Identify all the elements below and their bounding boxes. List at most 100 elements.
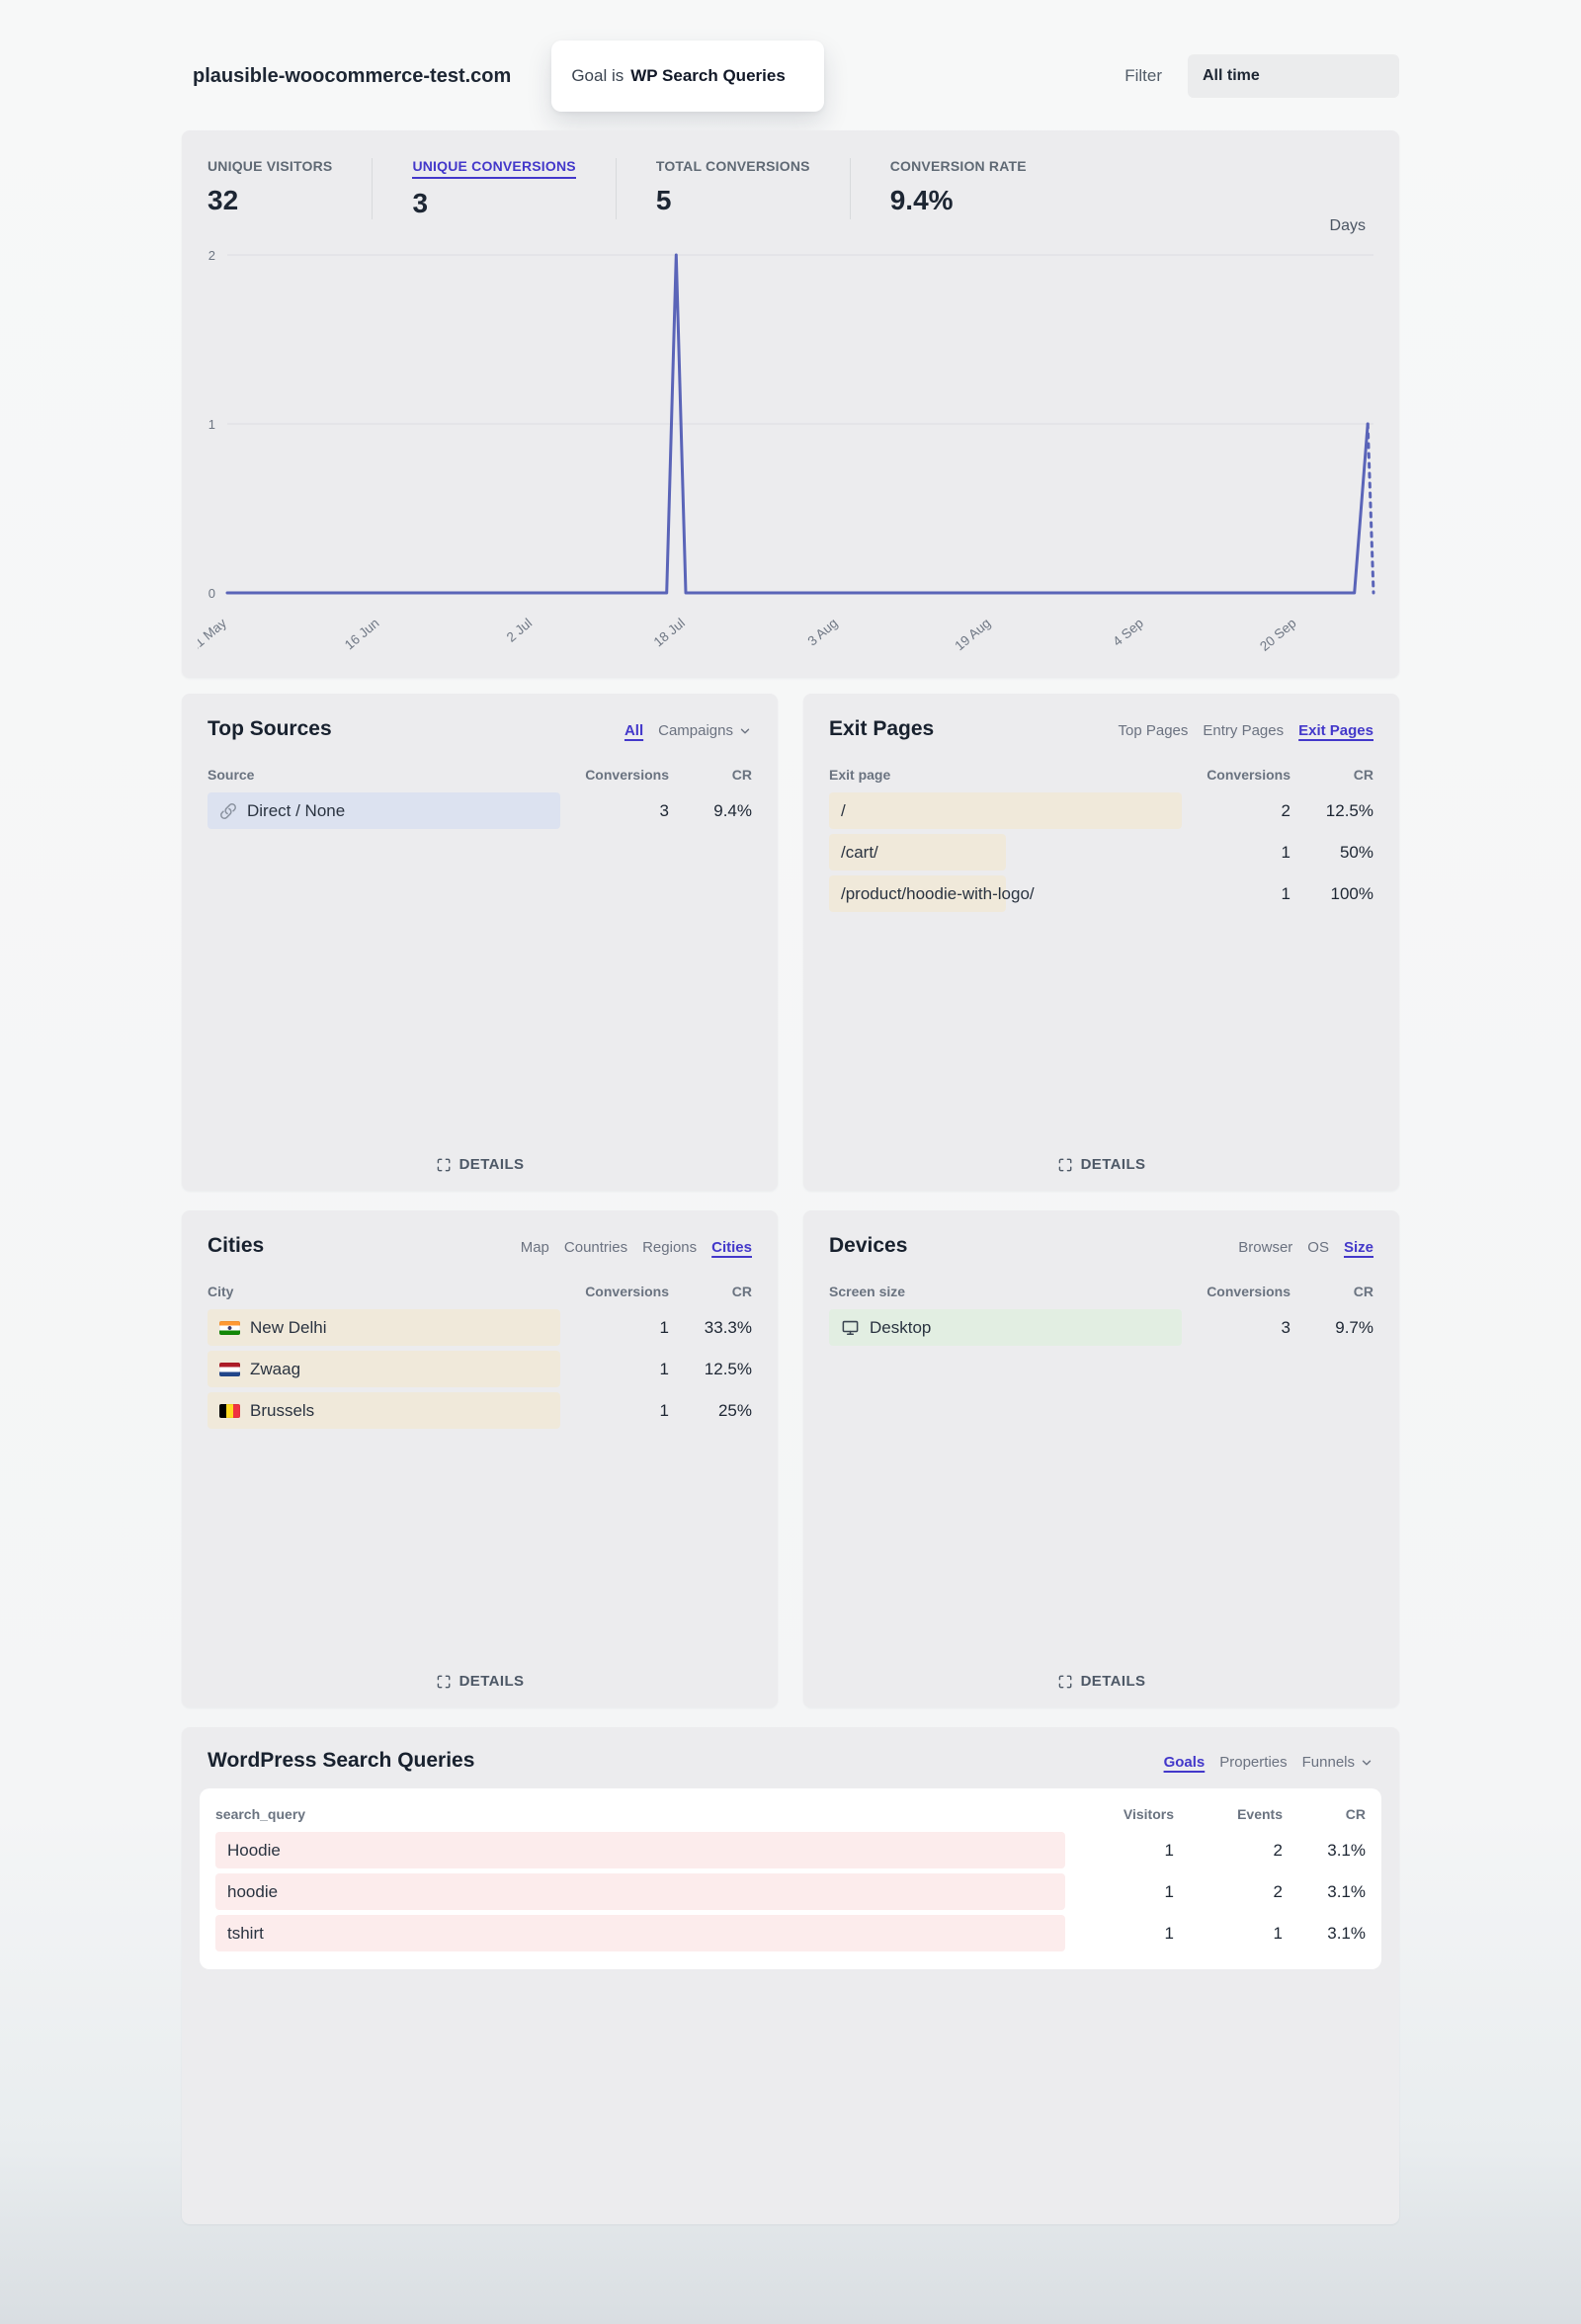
tab-cities[interactable]: Cities [711,1239,752,1256]
goal-filter-chip[interactable]: Goal is WP Search Queries [551,41,824,112]
svg-text:20 Sep: 20 Sep [1257,616,1298,654]
column-header-cr: CR [1353,767,1373,783]
table-row: Direct / None 3 9.4% [208,792,752,829]
details-button[interactable]: DETAILS [1057,1156,1146,1173]
table-row: /cart/1 50% [829,834,1373,871]
row-bar [208,1351,560,1387]
tab-entry-pages[interactable]: Entry Pages [1203,722,1284,739]
svg-text:4 Sep: 4 Sep [1110,616,1146,649]
tab-label: Map [520,1239,549,1256]
cities-panel: Cities Map Countries Regions Cities City Conve… [182,1210,778,1707]
panels-row-2: Cities Map Countries Regions Cities City Conve… [182,1210,1399,1707]
tab-regions[interactable]: Regions [642,1239,697,1256]
stat-unique-visitors[interactable]: UNIQUE VISITORS 32 [208,158,374,219]
row-value: 3.1% [1327,1881,1366,1901]
filter-button[interactable]: Filter [1116,66,1162,86]
table-row: Brussels 1 25% [208,1392,752,1429]
row-label[interactable]: New Delhi [208,1309,560,1346]
details-button[interactable]: DETAILS [436,1673,525,1690]
row-label-text: New Delhi [250,1317,327,1337]
row-label-text: / [841,800,846,820]
column-header-conversions: Conversions [585,1284,669,1299]
row-bar [215,1915,1065,1951]
row-value: 2 [1273,1840,1283,1860]
row-label[interactable]: hoodie [215,1873,1065,1910]
date-range-select[interactable]: All time [1188,54,1399,98]
row-bar-area: Hoodie [215,1832,1065,1868]
tab-size[interactable]: Size [1344,1239,1373,1256]
row-bar-area: hoodie [215,1873,1065,1910]
row-label[interactable]: Hoodie [215,1832,1065,1868]
row-bar-area: / [829,792,1182,829]
column-header-search-query: search_query [215,1806,306,1822]
tab-all[interactable]: All [624,722,643,739]
row-label[interactable]: Zwaag [208,1351,560,1387]
tab-properties[interactable]: Properties [1219,1754,1287,1771]
stat-label: TOTAL CONVERSIONS [655,158,810,174]
filter-label: Filter [1124,66,1162,85]
pages-column-headers: Exit page Conversions CR [829,767,1373,783]
interval-controls: Days [1310,217,1373,235]
details-button[interactable]: DETAILS [436,1156,525,1173]
row-bar-area: tshirt [215,1915,1065,1951]
exit-pages-panel: Exit Pages Top Pages Entry Pages Exit Pages… [803,694,1399,1191]
table-row: Hoodie 1 2 3.1% [215,1832,1366,1868]
dashboard: plausible-woocommerce-test.com Goal is W… [182,0,1399,2224]
site-picker[interactable]: plausible-woocommerce-test.com [182,65,522,88]
table-row: / 2 12.5% [829,792,1373,829]
stat-unique-conversions[interactable]: UNIQUE CONVERSIONS 3 [412,158,617,219]
row-value: 1 [1164,1923,1174,1943]
tab-map[interactable]: Map [521,1239,549,1256]
devices-column-headers: Screen size Conversions CR [829,1284,1373,1299]
top-sources-panel: Top Sources All Campaigns Source Conversions… [182,694,778,1191]
row-label-text: Desktop [870,1317,932,1337]
row-label[interactable]: /cart/ [829,834,1182,871]
chevron-down-icon [1360,1756,1373,1770]
row-bar-area: New Delhi [208,1309,560,1346]
row-label-text: tshirt [227,1923,264,1943]
column-header-cr: CR [1345,1806,1366,1822]
row-label[interactable]: /product/hoodie-with-logo/ [829,875,1182,912]
row-label[interactable]: tshirt [215,1915,1065,1951]
row-bar [208,1392,560,1429]
row-bar [829,1309,1182,1346]
devices-title: Devices [829,1234,908,1257]
interval-select[interactable]: Days [1330,217,1373,235]
svg-text:0: 0 [208,586,215,601]
row-value: 9.4% [713,800,752,820]
column-header-conversions: Conversions [1207,767,1290,783]
row-label[interactable]: Direct / None [208,792,560,829]
row-label[interactable]: Brussels [208,1392,560,1429]
devices-tabs: Browser OS Size [1238,1239,1373,1256]
locations-title: Cities [208,1234,265,1257]
devices-rows: Desktop 3 9.7% [829,1309,1373,1346]
tab-goals[interactable]: Goals [1164,1754,1206,1771]
tab-os[interactable]: OS [1307,1239,1329,1256]
row-bar [829,875,1006,912]
row-bar [208,792,560,829]
details-button[interactable]: DETAILS [1057,1673,1146,1690]
row-label-text: Direct / None [247,800,346,820]
row-value: 1 [659,1317,669,1337]
tab-countries[interactable]: Countries [564,1239,627,1256]
table-row: Zwaag 1 12.5% [208,1351,752,1387]
tab-label: Browser [1238,1239,1293,1256]
details-label: DETAILS [1080,1156,1146,1173]
locations-column-headers: City Conversions CR [208,1284,752,1299]
tab-exit-pages[interactable]: Exit Pages [1298,722,1373,739]
row-label[interactable]: / [829,792,1182,829]
svg-text:16 Jun: 16 Jun [342,616,382,653]
row-label[interactable]: Desktop [829,1309,1182,1346]
stat-conversion-rate[interactable]: CONVERSION RATE 9.4% [890,158,1066,219]
row-bar [208,1309,560,1346]
row-label-text: /product/hoodie-with-logo/ [841,883,1035,903]
flag-india-icon [219,1320,240,1335]
row-value: 12.5% [1325,800,1373,820]
pages-rows: / 2 12.5% /cart/1 50% /product/hoodie-with-lo… [829,792,1373,912]
tab-top-pages[interactable]: Top Pages [1119,722,1189,739]
stat-total-conversions[interactable]: TOTAL CONVERSIONS 5 [656,158,851,219]
tab-funnels[interactable]: Funnels [1302,1754,1373,1771]
row-bar-area: Direct / None [208,792,560,829]
tab-browser[interactable]: Browser [1238,1239,1292,1256]
tab-campaigns[interactable]: Campaigns [658,722,752,739]
